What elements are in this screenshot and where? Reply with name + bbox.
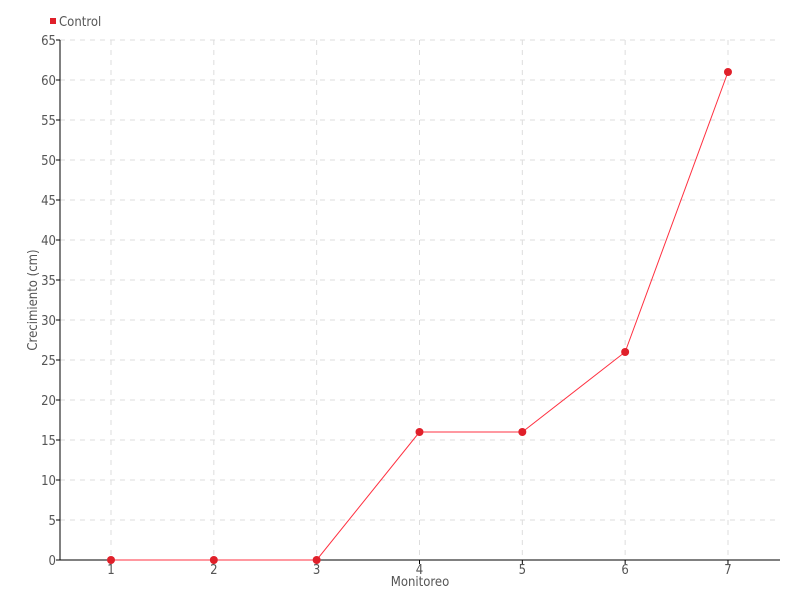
data-point: [209, 556, 218, 564]
y-tick-label: 35: [41, 274, 56, 289]
y-tick-label: 0: [49, 554, 56, 569]
y-axis-label: Crecimiento (cm): [26, 249, 41, 350]
data-point: [518, 428, 527, 436]
y-tick-label: 25: [41, 354, 56, 369]
data-point: [107, 556, 115, 564]
x-tick-label: 7: [724, 563, 731, 578]
x-tick-label: 6: [621, 563, 628, 578]
x-axis-label: Monitoreo: [391, 575, 450, 590]
legend-label: Control: [59, 15, 101, 30]
data-point: [415, 428, 424, 436]
legend: Control: [50, 15, 101, 30]
x-tick-label: 2: [210, 563, 217, 578]
y-tick-label: 55: [41, 114, 56, 129]
y-tick-label: 50: [41, 154, 56, 169]
data-point: [621, 348, 630, 356]
y-tick-label: 65: [41, 34, 56, 49]
y-tick-label: 60: [41, 74, 56, 89]
data-point: [312, 556, 321, 564]
y-tick-label: 20: [41, 394, 56, 409]
y-tick-label: 30: [41, 314, 56, 329]
grid: [60, 39, 780, 560]
legend-swatch: [50, 18, 56, 24]
x-tick-label: 1: [107, 563, 114, 578]
x-tick-label: 4: [416, 563, 423, 578]
data-point: [723, 68, 732, 76]
y-tick-label: 15: [41, 434, 56, 449]
y-tick-label: 45: [41, 194, 56, 209]
y-tick-label: 40: [41, 234, 56, 249]
y-tick-label: 5: [49, 514, 56, 529]
series-line: [111, 71, 729, 561]
y-tick-label: 10: [41, 474, 56, 489]
series-control: [107, 68, 732, 564]
x-tick-label: 3: [313, 563, 320, 578]
x-tick-label: 5: [519, 563, 526, 578]
